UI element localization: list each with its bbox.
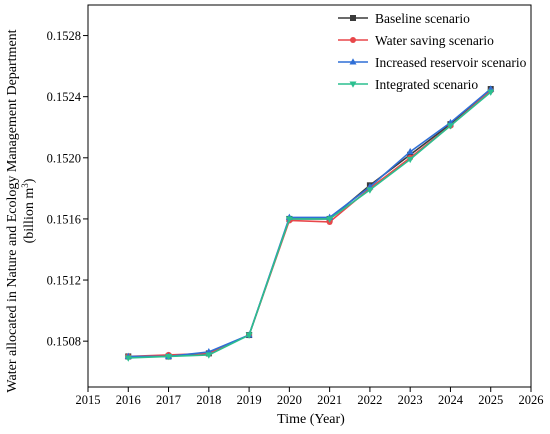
x-tick-label: 2023 <box>398 393 423 407</box>
x-tick-label: 2019 <box>237 393 262 407</box>
data-point <box>326 216 334 223</box>
series-4 <box>124 89 495 362</box>
legend-label: Increased reservoir scenario <box>375 55 527 70</box>
legend-label: Water saving scenario <box>375 33 494 48</box>
y-axis-unit-label: (billion m3) <box>20 178 37 243</box>
legend-marker <box>350 37 356 43</box>
legend-marker <box>349 81 357 88</box>
legend-label: Integrated scenario <box>375 77 478 92</box>
legend-entry: Baseline scenario <box>338 11 470 26</box>
series-line <box>128 91 492 359</box>
data-point <box>406 147 414 155</box>
y-tick-label: 0.1512 <box>47 274 81 288</box>
x-tick-label: 2018 <box>196 393 221 407</box>
series-line <box>128 88 492 358</box>
data-point <box>366 187 374 194</box>
x-axis-label: Time (Year) <box>277 412 345 427</box>
x-tick-label: 2021 <box>317 393 342 407</box>
x-tick-label: 2022 <box>357 393 382 407</box>
data-point <box>245 332 253 339</box>
legend-entry: Integrated scenario <box>338 77 478 92</box>
x-tick-label: 2015 <box>76 393 101 407</box>
series-line <box>128 89 492 358</box>
data-point <box>205 352 213 359</box>
legend-entry: Increased reservoir scenario <box>338 55 527 70</box>
y-tick-label: 0.1520 <box>47 151 81 165</box>
data-point <box>285 216 293 223</box>
y-axis-label-group: Water allocated in Nature and Ecology Ma… <box>5 29 37 392</box>
y-tick-label: 0.1524 <box>47 90 82 104</box>
legend-marker <box>349 58 357 65</box>
series-1 <box>125 86 494 360</box>
legend-entry: Water saving scenario <box>338 33 494 48</box>
y-axis-unit-superscript: 3 <box>20 183 30 188</box>
legend-marker <box>350 15 356 21</box>
series-layer <box>124 85 495 362</box>
series-3 <box>124 85 495 359</box>
y-axis-label: Water allocated in Nature and Ecology Ma… <box>5 29 20 392</box>
x-tick-label: 2025 <box>478 393 503 407</box>
data-point <box>124 355 132 362</box>
plot-frame <box>87 4 532 388</box>
data-point <box>165 353 173 361</box>
legend-label: Baseline scenario <box>375 11 470 26</box>
x-tick-label: 2024 <box>438 393 464 407</box>
series-line <box>128 88 492 358</box>
x-tick-label: 2017 <box>156 393 181 407</box>
legend: Baseline scenario Water saving scenario In… <box>338 11 527 92</box>
data-point <box>446 123 454 130</box>
x-tick-label: 2020 <box>277 393 302 407</box>
series-2 <box>125 87 494 360</box>
y-axis-unit-prefix: (billion m <box>22 188 37 244</box>
data-point <box>407 151 414 158</box>
data-point <box>406 156 414 164</box>
x-tick-label: 2026 <box>519 393 544 407</box>
axes: 2015 2016 2017 2018 2019 2020 2021 2022 2023 2024… <box>47 4 544 407</box>
data-point <box>487 89 495 96</box>
y-axis-unit-suffix: ) <box>22 178 37 183</box>
y-tick-label: 0.1528 <box>47 29 81 43</box>
y-tick-label: 0.1516 <box>47 212 81 226</box>
y-tick-label: 0.1508 <box>47 335 81 349</box>
x-tick-label: 2016 <box>116 393 141 407</box>
